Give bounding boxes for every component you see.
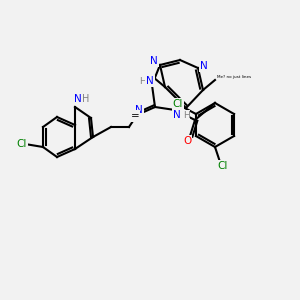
Text: O: O [183,136,191,146]
Text: Cl: Cl [218,161,228,171]
Text: Cl: Cl [17,139,27,149]
Text: H: H [140,76,146,85]
Text: H: H [82,94,90,104]
Text: =: = [130,111,140,121]
Text: N: N [74,94,82,104]
Text: N: N [146,76,154,86]
Text: N: N [173,110,181,120]
Text: H: H [183,110,189,119]
Text: N: N [200,61,208,71]
Text: Cl: Cl [173,99,183,109]
Text: N: N [150,56,158,66]
Text: N: N [135,105,143,115]
Text: Me? no just lines: Me? no just lines [217,75,251,79]
